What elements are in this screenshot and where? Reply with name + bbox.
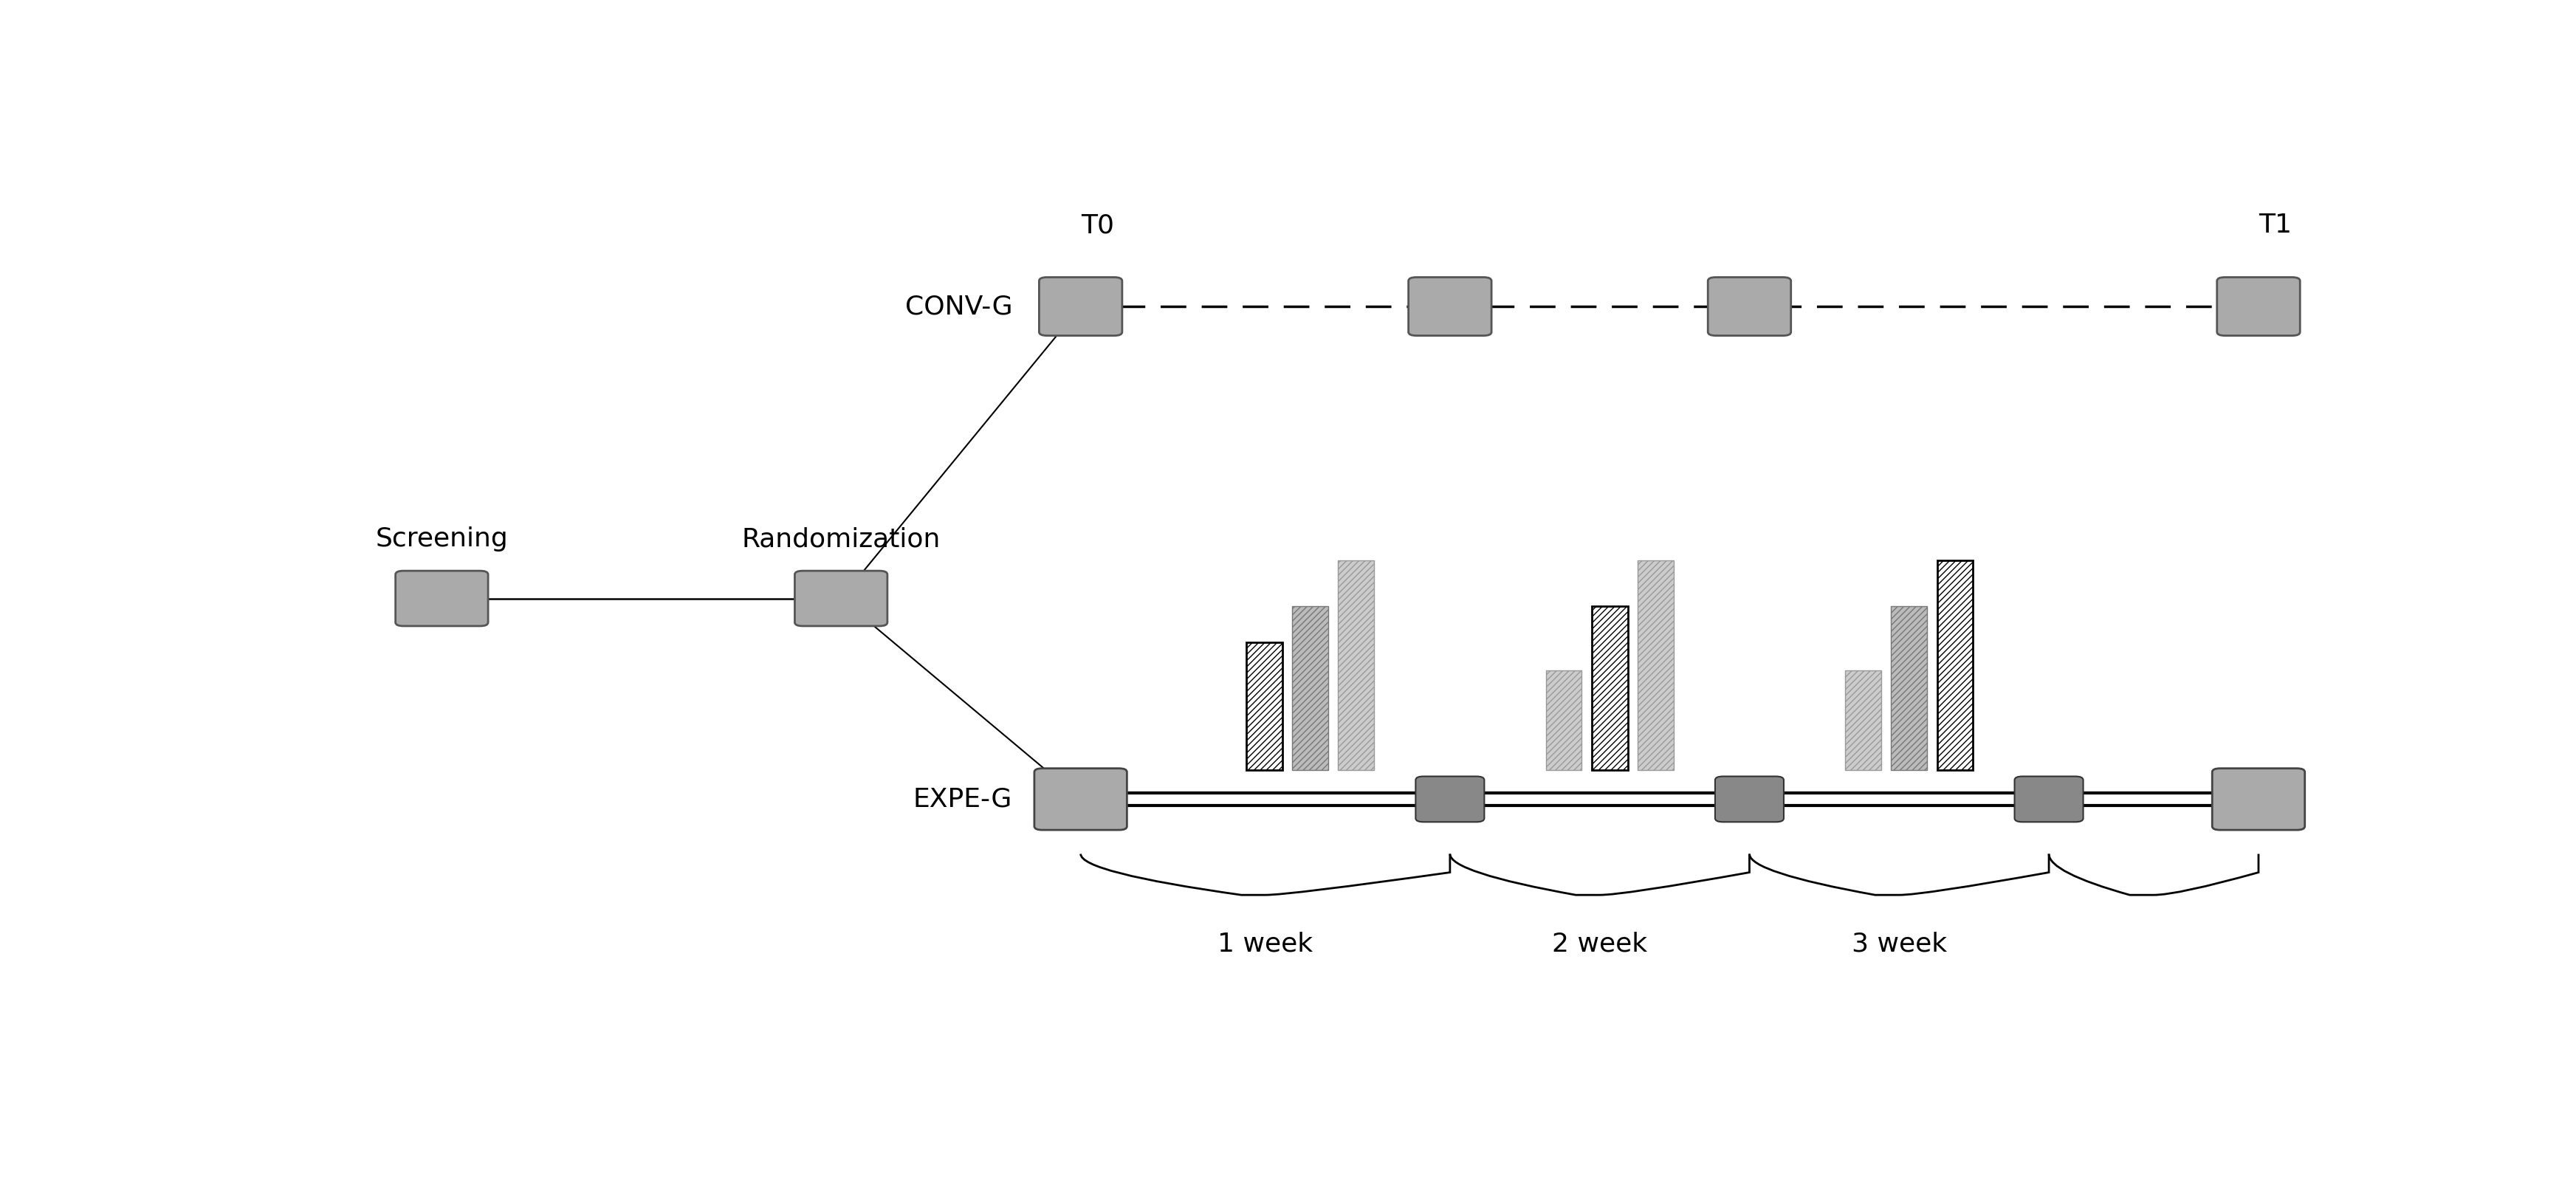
FancyBboxPatch shape: [2014, 776, 2084, 822]
Text: Screening: Screening: [376, 526, 507, 552]
Bar: [1293, 607, 1329, 770]
FancyBboxPatch shape: [2213, 768, 2306, 829]
FancyBboxPatch shape: [1409, 277, 1492, 335]
Text: T0: T0: [1082, 213, 1113, 238]
Text: 2 week: 2 week: [1551, 931, 1649, 956]
Text: 3 week: 3 week: [1852, 931, 1947, 956]
FancyBboxPatch shape: [1038, 277, 1123, 335]
FancyBboxPatch shape: [796, 571, 886, 626]
Bar: [1592, 607, 1628, 770]
FancyBboxPatch shape: [1036, 768, 1126, 829]
Text: Randomization: Randomization: [742, 526, 940, 552]
FancyBboxPatch shape: [1716, 776, 1783, 822]
FancyBboxPatch shape: [397, 571, 487, 626]
Text: 1 week: 1 week: [1218, 931, 1314, 956]
FancyBboxPatch shape: [1417, 776, 1484, 822]
Bar: [1891, 607, 1927, 770]
FancyBboxPatch shape: [2218, 277, 2300, 335]
Bar: [1546, 670, 1582, 770]
FancyBboxPatch shape: [1708, 277, 1790, 335]
Text: EXPE-G: EXPE-G: [912, 787, 1012, 812]
Bar: [1937, 561, 1973, 770]
Text: CONV-G: CONV-G: [904, 294, 1012, 319]
Text: T1: T1: [2259, 213, 2293, 238]
Bar: [1247, 642, 1283, 770]
Bar: [1638, 561, 1674, 770]
Bar: [1337, 561, 1373, 770]
Bar: [1844, 670, 1880, 770]
